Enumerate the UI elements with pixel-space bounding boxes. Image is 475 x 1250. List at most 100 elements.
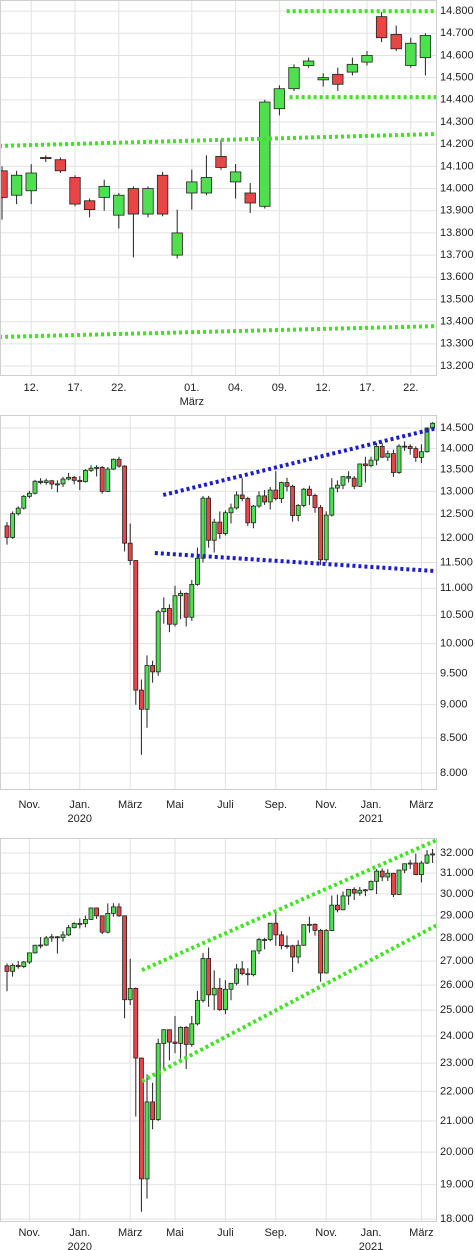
candle-body xyxy=(288,67,300,90)
candle-body xyxy=(38,944,44,947)
candle-body xyxy=(346,888,352,897)
x-tick-label: Nov. xyxy=(315,799,337,811)
y-tick-label: 13.000 xyxy=(440,485,474,497)
candle-body xyxy=(340,476,346,486)
y-tick-label: 29.000 xyxy=(440,910,474,922)
candle-body xyxy=(60,478,66,485)
x-tick-sublabel: 2021 xyxy=(359,1241,383,1250)
y-tick-label: 23.000 xyxy=(440,1057,474,1069)
candle-body xyxy=(375,16,388,39)
candle-body xyxy=(302,60,315,66)
candle-body xyxy=(206,958,212,996)
candle-body xyxy=(273,489,279,499)
y-tick-label: 14.800 xyxy=(440,5,474,17)
candle-body xyxy=(424,854,430,864)
candle-body xyxy=(215,155,227,168)
candle-body xyxy=(189,583,195,618)
x-tick-sublabel: 2020 xyxy=(68,1241,92,1250)
plot-frame xyxy=(0,838,437,1222)
candle-body xyxy=(295,505,301,516)
trendline xyxy=(0,131,437,148)
candle-body xyxy=(234,968,240,984)
x-tick-label: 01. xyxy=(184,382,199,394)
y-tick-label: 14.500 xyxy=(440,422,474,434)
y-tick-label: 32.000 xyxy=(440,847,474,859)
plot xyxy=(0,838,437,1222)
y-tick-label: 14.500 xyxy=(440,72,474,84)
candle-body xyxy=(38,480,44,483)
candle-body xyxy=(10,513,16,538)
y-tick-label: 21.000 xyxy=(440,1115,474,1127)
candle-body xyxy=(402,863,408,871)
x-tick-label: März xyxy=(118,799,142,811)
x-tick-label: Nov. xyxy=(315,1227,337,1239)
candle-body xyxy=(178,592,184,597)
candle-body xyxy=(206,497,212,541)
candle-body xyxy=(334,904,340,911)
candle-body xyxy=(15,964,21,967)
candle-body xyxy=(273,88,286,110)
candle-body xyxy=(77,923,83,925)
candle-body xyxy=(49,936,55,939)
y-tick-label: 11.000 xyxy=(440,582,473,594)
x-tick-label: Sep. xyxy=(264,1227,287,1239)
x-tick-label: Mai xyxy=(166,1227,184,1239)
candle-body xyxy=(150,665,156,673)
candle-body xyxy=(234,494,240,509)
candle-body xyxy=(166,1029,172,1043)
candle-body xyxy=(222,988,228,1011)
x-tick-label: März xyxy=(118,1227,142,1239)
candle-body xyxy=(239,968,245,975)
candle-body xyxy=(301,924,307,946)
candle-body xyxy=(82,469,88,483)
candle-body xyxy=(329,487,335,516)
candle-body xyxy=(144,1101,150,1180)
candle-body xyxy=(312,495,318,508)
candle-body xyxy=(99,466,105,492)
candle-body xyxy=(144,665,150,710)
y-tick-label: 28.000 xyxy=(440,932,474,944)
candle-body xyxy=(25,172,37,192)
candle-body xyxy=(88,467,94,471)
trendline xyxy=(154,551,437,574)
candle-body xyxy=(133,560,139,691)
candle-body xyxy=(150,1101,156,1120)
x-tick-label: Juli xyxy=(217,1227,234,1239)
candle-body xyxy=(186,181,198,194)
y-tick-label: 25.000 xyxy=(440,1004,474,1016)
x-tick-label: Sep. xyxy=(264,799,287,811)
x-tick-sublabel: 2020 xyxy=(68,813,92,825)
plot-frame xyxy=(0,0,437,376)
candle-body xyxy=(94,466,100,469)
candle-body xyxy=(357,463,363,487)
candle-body xyxy=(105,913,111,933)
candle-body xyxy=(306,488,312,496)
candle-body xyxy=(362,463,368,467)
candle-body xyxy=(71,923,77,929)
candle-body xyxy=(88,907,94,920)
candle-body xyxy=(396,445,402,473)
candle-body xyxy=(77,479,83,483)
y-tick-label: 24.000 xyxy=(440,1030,474,1042)
candle-body xyxy=(306,923,312,926)
candle-body xyxy=(379,870,385,878)
candle-body xyxy=(10,174,23,196)
candle-body xyxy=(26,952,32,963)
x-tick-label: Jan. xyxy=(361,799,382,811)
x-tick-label: 04. xyxy=(228,382,243,394)
candle-body xyxy=(290,945,296,958)
candle-body xyxy=(183,592,189,618)
candle-body xyxy=(110,906,116,914)
candle-body xyxy=(351,888,357,894)
candle-body xyxy=(250,950,256,976)
candle-body xyxy=(40,157,52,160)
candle-body xyxy=(66,476,72,480)
candle-body xyxy=(222,512,228,534)
candle-body xyxy=(295,944,301,958)
trendline xyxy=(162,426,437,497)
y-tick-label: 13.500 xyxy=(440,463,474,475)
candle-body xyxy=(267,489,273,503)
plot xyxy=(0,0,437,376)
y-tick-label: 14.100 xyxy=(440,160,474,172)
candle-body xyxy=(407,862,413,865)
